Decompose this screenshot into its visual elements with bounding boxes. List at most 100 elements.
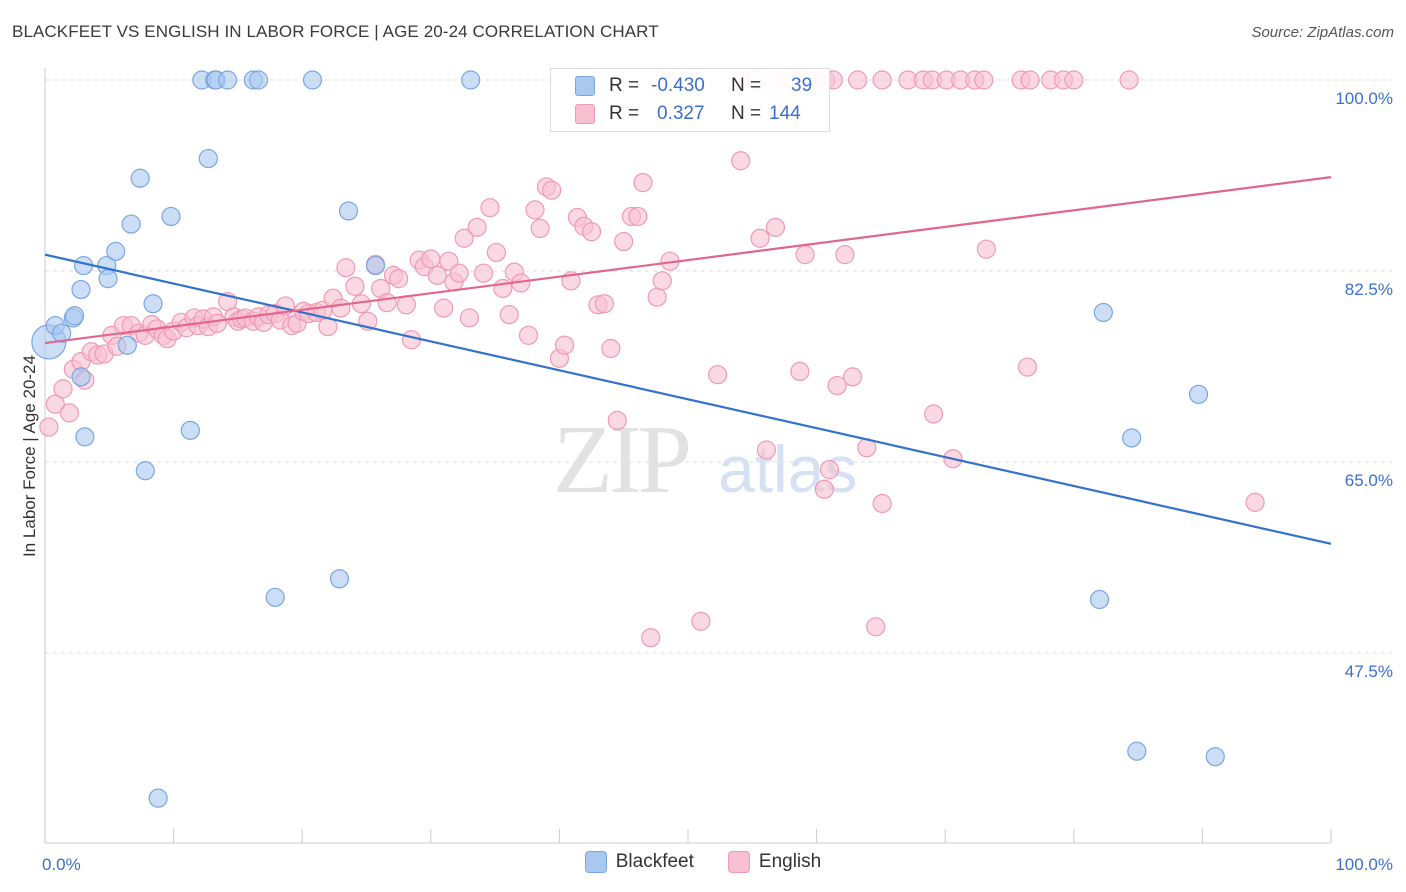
blackfeet-point [302,70,323,90]
blackfeet-point [1089,589,1110,610]
chart-legend: Blackfeet English [0,851,1406,873]
y-axis-title: In Labor Force | Age 20-24 [20,355,39,557]
english-point [1020,70,1040,90]
english-point [647,287,667,307]
y-tick-label: 65.0% [1345,471,1393,490]
axis-labels: 47.5% 65.0% 82.5% 100.0% 0.0% 100.0% In Labor … [20,89,1393,874]
stats-r-label: R = [609,75,640,96]
english-point [614,231,634,252]
stats-legend: R = -0.430 N = 39 R = 0.327 N = 144 [550,68,830,132]
blackfeet-point [52,323,72,343]
blackfeet-point [198,148,218,169]
blackfeet-point [180,420,200,440]
english-point [59,403,80,423]
english-point [594,294,615,314]
blackfeet-point [461,70,481,90]
blackfeet-point [75,427,95,447]
english-point [480,198,500,218]
english-point [421,249,441,269]
blackfeet-point [71,279,91,300]
english-point [607,410,627,431]
english-point [207,313,227,333]
y-tick-label: 47.5% [1345,662,1393,681]
legend-swatch-blackfeet [584,851,607,873]
blackfeet-point [106,241,126,261]
english-point [652,271,672,291]
blackfeet-point [338,201,359,221]
english-point [628,206,648,227]
english-point [707,365,728,385]
blackfeet-point [121,214,141,234]
legend-label-blackfeet: Blackfeet [615,851,694,872]
english-point [814,479,834,499]
english-point [1064,70,1084,90]
legend-item-blackfeet[interactable]: Blackfeet [584,851,694,873]
blackfeet-point [248,70,269,90]
english-point [454,228,474,248]
english-point [345,276,365,296]
blackfeet-point [64,306,85,326]
english-r-value: 0.327 [657,103,705,124]
source-credit: Source: ZipAtlas.com [1251,24,1394,41]
english-point [924,404,944,424]
blackfeet-swatch [575,76,595,96]
stats-r-label: R = [609,103,640,124]
blackfeet-point [329,569,350,589]
blackfeet-trend-line [44,253,1332,545]
stats-n-label: N = [731,103,762,124]
english-point [518,325,539,345]
english-trend-line [44,176,1332,345]
english-point [974,70,994,90]
english-point [39,417,59,437]
blackfeet-point [1093,302,1113,323]
english-point [473,263,494,283]
legend-item-english[interactable]: English [727,851,821,873]
blackfeet-point [1205,747,1225,767]
english-point [525,200,545,220]
blackfeet-point [218,70,238,90]
blackfeet-point [71,367,91,387]
english-n-value: 144 [769,103,801,124]
english-point [336,258,356,278]
english-point [750,228,770,248]
x-tick-label: 100.0% [1335,855,1393,874]
english-points [39,70,1265,648]
english-point [765,217,786,237]
english-point [581,222,602,242]
english-point [1119,70,1139,90]
trend-lines [44,176,1332,545]
english-point [872,493,892,514]
blackfeet-point [265,587,285,607]
blackfeet-point [130,168,150,188]
english-point [401,330,422,350]
english-point [795,245,815,265]
blackfeet-r-value: -0.430 [651,75,705,96]
english-point [434,298,454,318]
english-point [1017,357,1038,377]
stats-row-english: R = 0.327 N = 144 [551,101,829,127]
axes [44,68,1332,844]
english-point [872,70,892,90]
legend-swatch-english [727,851,750,873]
english-point [53,379,73,399]
blackfeet-point [135,461,155,481]
blackfeet-point [161,206,181,227]
english-point [819,460,840,480]
english-point [790,361,810,382]
blackfeet-point [365,255,386,276]
blackfeet-point [143,294,163,314]
blackfeet-points [31,70,1225,808]
english-point [459,308,479,328]
english-point [691,611,711,631]
english-point [530,218,550,239]
english-point [827,376,847,396]
chart-title: BLACKFEET VS ENGLISH IN LABOR FORCE | AG… [12,22,659,41]
english-point [1245,492,1265,512]
english-point [756,440,777,460]
english-point [731,151,751,171]
x-tick-label: 0.0% [42,855,81,874]
english-point [835,245,855,265]
english-point [601,338,621,359]
blackfeet-n-value: 39 [791,75,813,96]
stats-row-blackfeet: R = -0.430 N = 39 [551,73,829,99]
